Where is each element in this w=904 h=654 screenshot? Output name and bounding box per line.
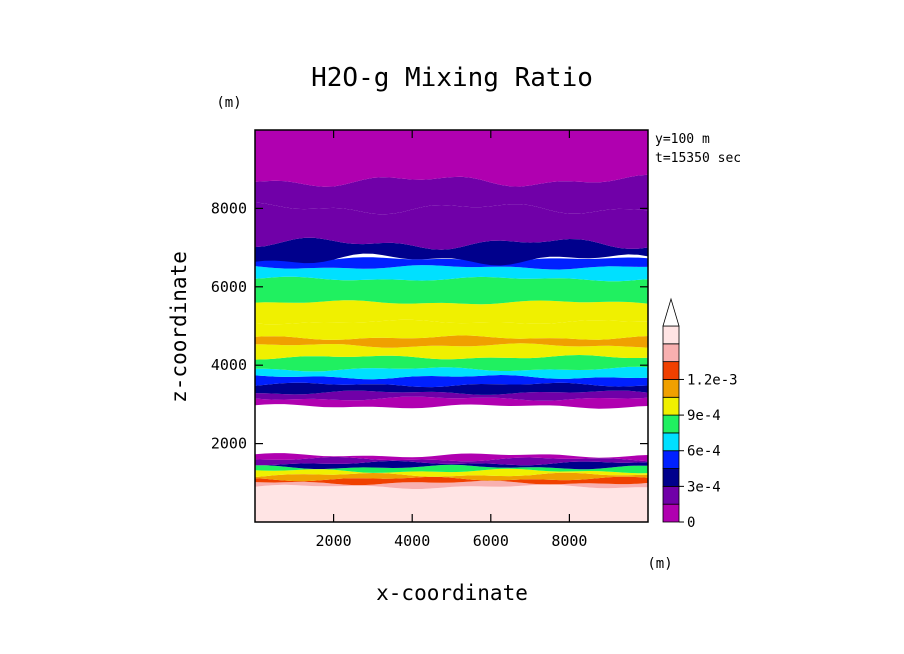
colorbar-segment bbox=[662, 485, 680, 505]
colorbar-segment bbox=[662, 325, 680, 345]
plot-frame bbox=[254, 129, 649, 523]
x-tick-label: 4000 bbox=[394, 532, 430, 550]
contour-band bbox=[255, 453, 648, 462]
x-tick-label: 2000 bbox=[316, 532, 352, 550]
colorbar-segment bbox=[662, 468, 680, 487]
contour-band bbox=[255, 460, 648, 470]
colorbar-extend-arrow bbox=[662, 297, 680, 327]
colorbar: 0 3e-4 6e-4 9e-4 1.2e-3 bbox=[662, 297, 738, 531]
y-tick-label: 8000 bbox=[211, 199, 247, 217]
colorbar-tick-label: 9e-4 bbox=[687, 408, 721, 424]
contour-band bbox=[255, 130, 648, 187]
colorbar-segment bbox=[662, 432, 680, 452]
contour-band bbox=[255, 375, 648, 388]
colorbar-tick-label: 1.2e-3 bbox=[687, 372, 738, 388]
contour-band bbox=[255, 468, 648, 477]
contour-band bbox=[255, 335, 648, 348]
x-unit-label: (m) bbox=[647, 556, 672, 572]
y-tick-label: 2000 bbox=[211, 435, 247, 453]
axis-ticks: 2000 4000 6000 8000 2000 4000 6000 8000 bbox=[211, 130, 648, 550]
annotation-time: t=15350 sec bbox=[655, 151, 741, 166]
colorbar-tick-label: 6e-4 bbox=[687, 444, 721, 460]
chart-title: H2O-g Mixing Ratio bbox=[311, 63, 593, 93]
contour-band bbox=[255, 257, 648, 270]
contour-band bbox=[255, 237, 648, 266]
colorbar-segment bbox=[662, 450, 680, 469]
x-tick-label: 8000 bbox=[551, 532, 587, 550]
colorbar-segment bbox=[662, 414, 680, 434]
colorbar-segment bbox=[662, 379, 680, 398]
contour-band bbox=[255, 456, 648, 466]
contour-band bbox=[255, 484, 648, 522]
contour-band bbox=[255, 390, 648, 401]
contour-band bbox=[255, 366, 648, 380]
y-unit-label: (m) bbox=[216, 95, 241, 111]
contour-band bbox=[255, 355, 648, 372]
contour-bands bbox=[255, 130, 648, 522]
colorbar-segment bbox=[662, 361, 680, 380]
contour-band bbox=[255, 319, 648, 340]
y-axis-label: z-coordinate bbox=[167, 251, 191, 403]
y-tick-label: 4000 bbox=[211, 356, 247, 374]
contour-band bbox=[255, 174, 648, 215]
contour-band bbox=[255, 396, 648, 409]
colorbar-tick-label: 0 bbox=[687, 515, 695, 531]
contour-band bbox=[255, 464, 648, 474]
annotation-y-slice: y=100 m bbox=[655, 132, 710, 147]
colorbar-segment bbox=[662, 396, 680, 416]
colorbar-segment bbox=[662, 343, 680, 363]
contour-band bbox=[255, 343, 648, 360]
contour-band bbox=[255, 265, 648, 282]
colorbar-segment bbox=[662, 503, 680, 523]
contour-band bbox=[255, 472, 648, 482]
x-axis-label: x-coordinate bbox=[376, 581, 528, 605]
contour-band bbox=[255, 476, 648, 486]
contour-band bbox=[255, 480, 648, 489]
y-tick-label: 6000 bbox=[211, 278, 247, 296]
colorbar-tick-label: 3e-4 bbox=[687, 479, 721, 495]
contour-band bbox=[255, 276, 648, 305]
x-tick-label: 6000 bbox=[473, 532, 509, 550]
contour-band bbox=[255, 202, 648, 250]
contour-band bbox=[255, 382, 648, 395]
plot-area: 2000 4000 6000 8000 2000 4000 6000 8000 bbox=[211, 129, 649, 550]
contour-band bbox=[255, 300, 648, 325]
